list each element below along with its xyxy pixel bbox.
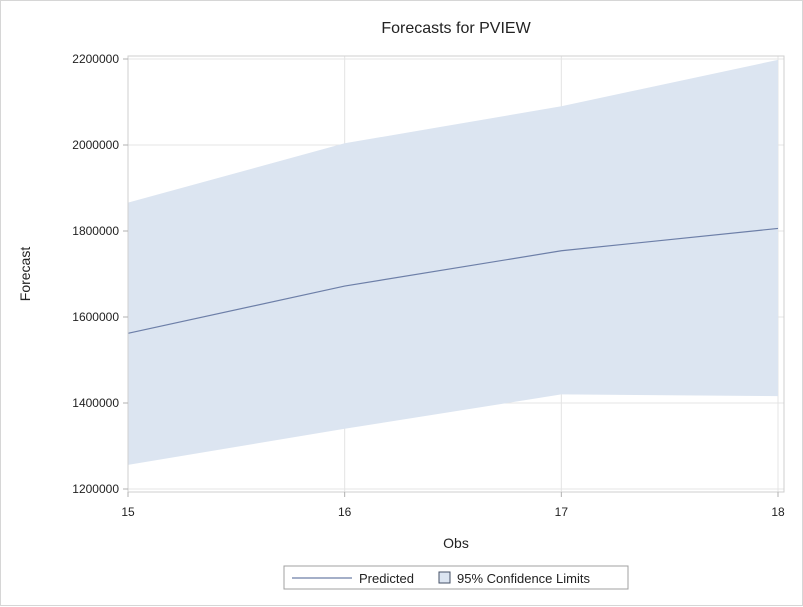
y-tick-label: 1600000 xyxy=(72,310,119,324)
y-tick-label: 1200000 xyxy=(72,482,119,496)
axis-ticks: 1200000 1400000 1600000 1800000 2000000 22000… xyxy=(72,52,785,519)
predicted-series-line xyxy=(127,227,779,334)
y-tick-label: 2200000 xyxy=(72,52,119,66)
chart-title: Forecasts for PVIEW xyxy=(381,20,531,37)
legend-confidence-label: 95% Confidence Limits xyxy=(457,571,590,586)
plot-frame xyxy=(127,55,785,493)
y-tick-label: 2000000 xyxy=(72,138,119,152)
y-axis-label: Forecast xyxy=(17,247,33,302)
x-axis-label: Obs xyxy=(443,535,469,551)
x-tick-label: 17 xyxy=(555,505,569,519)
x-tick-label: 15 xyxy=(121,505,135,519)
legend-box xyxy=(283,565,629,590)
x-tick-label: 18 xyxy=(771,505,785,519)
legend-confidence-swatch xyxy=(438,571,451,584)
confidence-band-area xyxy=(128,59,778,465)
x-tick-label: 16 xyxy=(338,505,352,519)
legend: Predicted 95% Confidence Limits xyxy=(283,565,629,590)
y-tick-label: 1400000 xyxy=(72,396,119,410)
legend-predicted-label: Predicted xyxy=(359,571,414,586)
y-tick-label: 1800000 xyxy=(72,224,119,238)
